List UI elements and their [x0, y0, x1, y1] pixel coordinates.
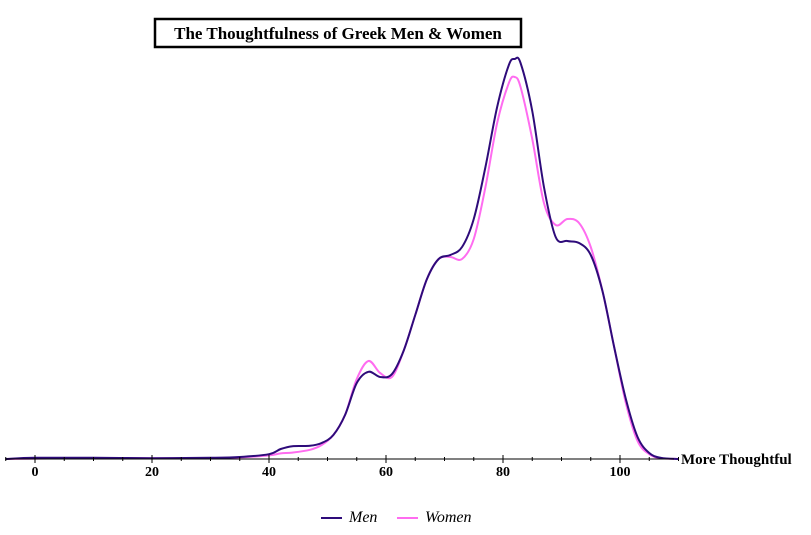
- legend-item-women: Women: [397, 509, 472, 526]
- density-curves: [5, 56, 679, 460]
- legend-label-men: Men: [348, 509, 377, 526]
- x-axis-tick-labels: 0 20 40 60 80 100: [32, 465, 631, 480]
- chart-title: The Thoughtfulness of Greek Men & Women: [174, 24, 502, 43]
- x-tick-label: 100: [610, 465, 631, 480]
- chart-title-frame: [153, 17, 523, 49]
- series-line-men: [5, 56, 679, 460]
- x-axis-label: More Thoughtful: [681, 452, 792, 468]
- x-tick-label: 80: [496, 465, 510, 480]
- x-tick-label: 40: [262, 465, 276, 480]
- x-axis-major-ticks: [34, 455, 621, 463]
- x-tick-label: 20: [145, 465, 159, 480]
- legend: Men Women: [321, 509, 472, 526]
- x-tick-label: 0: [32, 465, 39, 480]
- x-axis: 0 20 40 60 80 100 More Thoughtful: [5, 452, 792, 480]
- series-line-women: [5, 75, 679, 460]
- legend-item-men: Men: [321, 509, 377, 526]
- x-axis-minor-ticks: [5, 457, 679, 461]
- x-tick-label: 60: [379, 465, 393, 480]
- legend-label-women: Women: [425, 509, 472, 526]
- chart-title-box: The Thoughtfulness of Greek Men & Women: [153, 17, 523, 49]
